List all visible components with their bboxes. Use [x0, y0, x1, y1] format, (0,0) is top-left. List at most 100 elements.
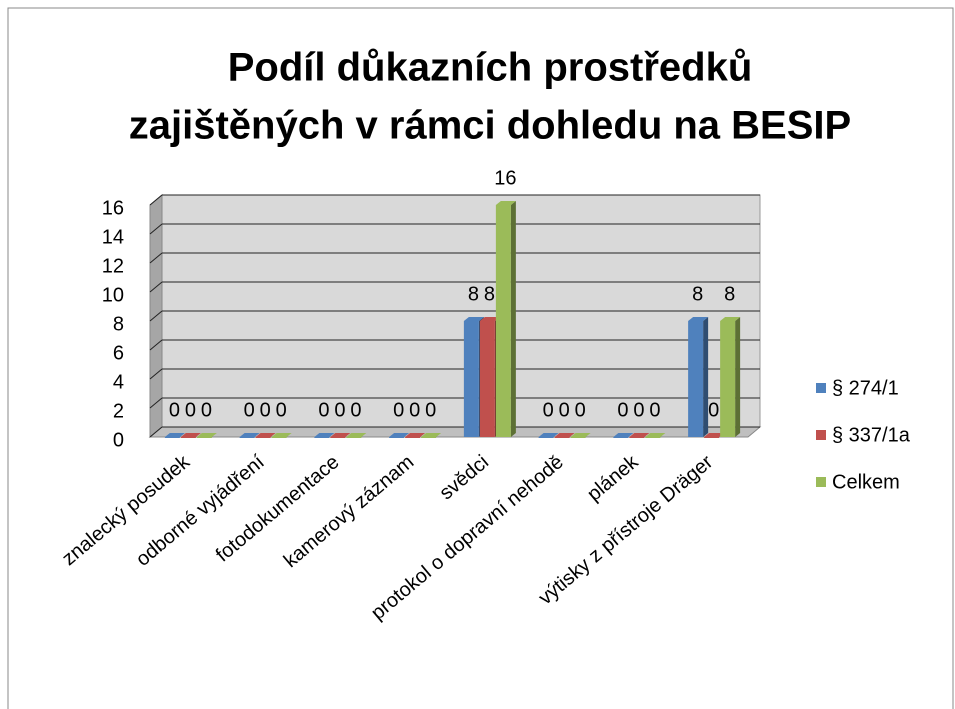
y-tick-label: 4: [113, 371, 124, 393]
bar-top: [314, 433, 335, 437]
bar-top: [704, 433, 725, 437]
y-tick-label: 16: [102, 197, 124, 219]
bar-top: [330, 433, 351, 437]
grid-line: [149, 397, 163, 409]
chart-title: zajištěných v rámci dohledu na BESIP: [129, 104, 851, 148]
data-label: 0: [543, 399, 554, 421]
bar: [629, 437, 645, 438]
data-label: 8: [724, 283, 735, 305]
bar-top: [538, 433, 559, 437]
bar-top: [180, 433, 201, 437]
bar: [346, 437, 362, 438]
data-label: 8: [484, 283, 495, 305]
legend-label: Celkem: [832, 471, 900, 493]
data-label: 0: [425, 399, 436, 421]
grid-line: [149, 368, 163, 380]
bar-top: [688, 317, 709, 321]
bar: [239, 437, 255, 438]
bar-top: [271, 433, 292, 437]
bar-top: [720, 317, 741, 321]
chart-title: Podíl důkazních prostředků: [228, 46, 753, 90]
bar: [538, 437, 554, 438]
legend-swatch: [816, 477, 826, 487]
bar-top: [645, 433, 666, 437]
bar-top: [346, 433, 367, 437]
bar: [479, 321, 495, 437]
bar-top: [613, 433, 634, 437]
data-label: 16: [494, 167, 516, 189]
data-label: 0: [575, 399, 586, 421]
bar: [330, 437, 346, 438]
data-label: 0: [334, 399, 345, 421]
legend-label: § 274/1: [832, 377, 899, 399]
bar: [421, 437, 437, 438]
data-label: 0: [318, 399, 329, 421]
bar-top: [196, 433, 217, 437]
data-label: 8: [468, 283, 479, 305]
bar-side: [703, 317, 709, 437]
data-label: 0: [201, 399, 212, 421]
bar: [645, 437, 661, 438]
data-label: 0: [617, 399, 628, 421]
data-label: 0: [393, 399, 404, 421]
bar: [271, 437, 287, 438]
y-tick-label: 12: [102, 255, 124, 277]
grid-line: [149, 252, 163, 264]
data-label: 0: [260, 399, 271, 421]
bar: [495, 205, 511, 437]
y-tick-label: 14: [102, 226, 124, 248]
bar: [704, 437, 720, 438]
bar-top: [479, 317, 500, 321]
bar: [255, 437, 271, 438]
bar-top: [463, 317, 484, 321]
grid-line: [149, 281, 163, 293]
bar: [570, 437, 586, 438]
grid-line: [149, 223, 163, 235]
data-label: 0: [169, 399, 180, 421]
bar-top: [629, 433, 650, 437]
bar: [389, 437, 405, 438]
data-label: 0: [708, 399, 719, 421]
y-tick-label: 0: [113, 429, 124, 451]
bar-top: [164, 433, 185, 437]
bar-top: [554, 433, 575, 437]
bar: [196, 437, 212, 438]
bar: [720, 321, 736, 437]
data-label: 0: [350, 399, 361, 421]
bar-side: [735, 317, 741, 437]
bar: [688, 321, 704, 437]
bar: [405, 437, 421, 438]
bar: [463, 321, 479, 437]
bar-top: [255, 433, 276, 437]
data-label: 0: [185, 399, 196, 421]
legend-swatch: [816, 430, 826, 440]
data-label: 0: [559, 399, 570, 421]
data-label: 0: [649, 399, 660, 421]
data-label: 8: [692, 283, 703, 305]
bar-top: [495, 201, 516, 205]
bar-top: [421, 433, 442, 437]
y-tick-label: 6: [113, 342, 124, 364]
bar-top: [389, 433, 410, 437]
grid-line: [149, 310, 163, 322]
bar: [180, 437, 196, 438]
grid-line: [149, 426, 163, 438]
data-label: 0: [276, 399, 287, 421]
bar: [164, 437, 180, 438]
bar: [613, 437, 629, 438]
grid-line: [149, 194, 163, 206]
bar-side: [510, 201, 516, 437]
bar: [314, 437, 330, 438]
y-tick-label: 2: [113, 400, 124, 422]
bar: [554, 437, 570, 438]
bar-top: [405, 433, 426, 437]
legend-label: § 337/1a: [832, 424, 911, 446]
bar-top: [570, 433, 591, 437]
data-label: 0: [409, 399, 420, 421]
y-tick-label: 10: [102, 284, 124, 306]
data-label: 0: [244, 399, 255, 421]
legend-swatch: [816, 383, 826, 393]
grid-line: [149, 339, 163, 351]
data-label: 0: [633, 399, 644, 421]
